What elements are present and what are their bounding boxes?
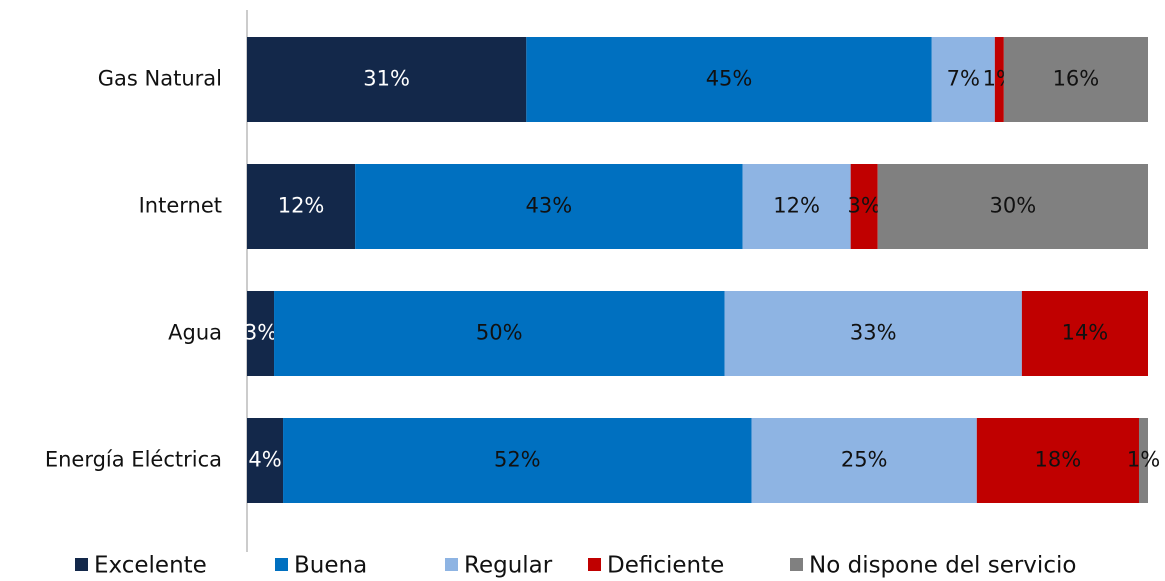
legend-label: Buena	[294, 553, 367, 579]
value-label: 3%	[848, 194, 881, 218]
bar-segment	[1003, 37, 1148, 122]
value-label: 7%	[947, 67, 980, 91]
bar-segment	[274, 291, 725, 376]
legend-label: Deficiente	[607, 553, 724, 579]
legend-swatch	[588, 558, 601, 571]
value-label: 1%	[1127, 448, 1160, 472]
value-label: 43%	[525, 194, 572, 218]
legend-label: Regular	[464, 553, 553, 579]
value-label: 25%	[841, 448, 888, 472]
bar-segment	[931, 37, 995, 122]
value-label: 50%	[476, 321, 523, 345]
category-label: Internet	[139, 194, 222, 218]
legend-swatch	[275, 558, 288, 571]
bar-segment	[247, 291, 275, 376]
bar-segment	[283, 418, 752, 503]
legend-label: No dispone del servicio	[809, 553, 1076, 579]
category-label: Energía Eléctrica	[45, 448, 222, 472]
bar-segment	[994, 37, 1004, 122]
bar-segment	[742, 164, 851, 249]
bar-segment	[247, 418, 284, 503]
legend-swatch	[75, 558, 88, 571]
legend-swatch	[445, 558, 458, 571]
bar-segment	[850, 164, 878, 249]
bar-segment	[724, 291, 1022, 376]
bar-segment	[247, 37, 527, 122]
value-label: 14%	[1062, 321, 1109, 345]
bar-segment	[751, 418, 977, 503]
legend-label: Excelente	[94, 553, 207, 579]
value-label: 33%	[850, 321, 897, 345]
value-label: 52%	[494, 448, 541, 472]
bar-segment	[877, 164, 1148, 249]
value-label: 12%	[278, 194, 325, 218]
value-label: 4%	[248, 448, 281, 472]
category-label: Gas Natural	[98, 67, 222, 91]
bar-segment	[247, 164, 356, 249]
bar-segment	[1021, 291, 1148, 376]
value-label: 16%	[1053, 67, 1100, 91]
value-label: 30%	[990, 194, 1037, 218]
value-label: 3%	[244, 321, 277, 345]
value-label: 45%	[706, 67, 753, 91]
value-label: 12%	[773, 194, 820, 218]
category-label: Agua	[168, 321, 222, 345]
bar-segment	[355, 164, 743, 249]
value-label: 31%	[363, 67, 410, 91]
bar-segment	[526, 37, 932, 122]
legend-swatch	[790, 558, 803, 571]
bar-segment	[976, 418, 1139, 503]
bar-segment	[1138, 418, 1148, 503]
value-label: 18%	[1035, 448, 1082, 472]
